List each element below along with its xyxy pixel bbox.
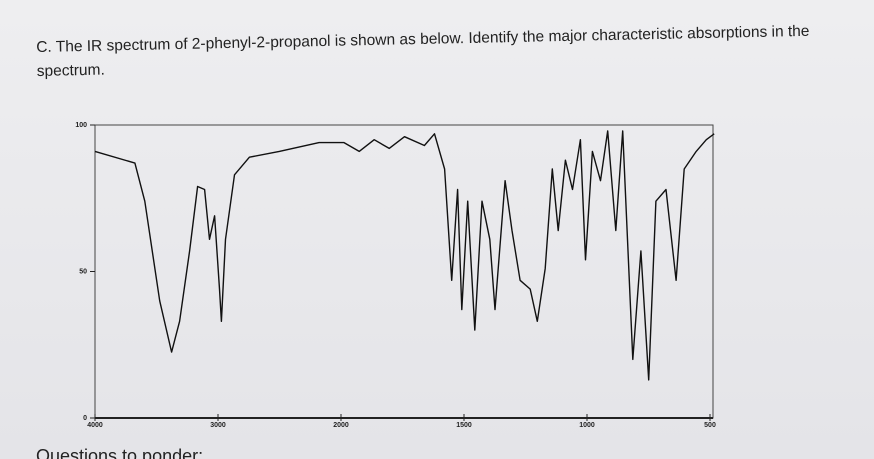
y-tick-label: 0 [83,415,87,422]
x-tick-label: 1500 [456,422,472,429]
x-tick-label: 3000 [210,422,226,429]
x-tick-label: 500 [704,422,716,429]
spectrum-line [94,130,715,381]
x-tick-label: 2000 [333,422,349,429]
footer-text: Questions to ponder: [36,446,204,459]
x-tick-label: 1000 [579,422,595,429]
y-tick-label: 50 [79,268,87,275]
y-tick-label: 100 [75,122,87,129]
x-tick-label: 4000 [87,422,103,429]
